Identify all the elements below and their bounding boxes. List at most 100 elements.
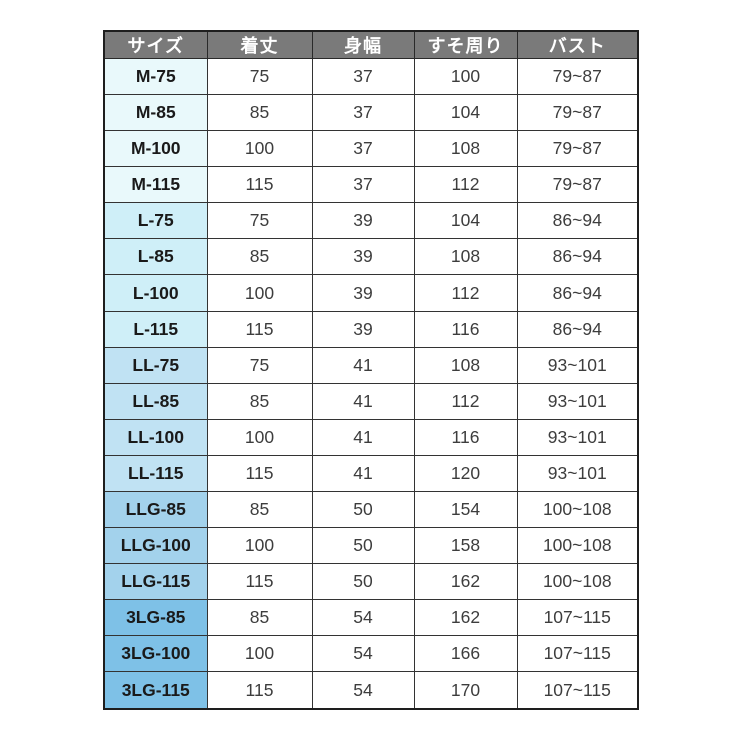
- size-cell: LL-115: [103, 454, 208, 492]
- value-cell: 162: [413, 563, 518, 601]
- value-cell: 108: [413, 346, 518, 384]
- value-cell: 93~101: [516, 346, 639, 384]
- value-cell: 93~101: [516, 418, 639, 456]
- table-row: 3LG-100 100 54 166 107~115: [103, 635, 639, 673]
- value-cell: 115: [206, 454, 313, 492]
- value-cell: 104: [413, 94, 518, 132]
- size-cell: LL-85: [103, 382, 208, 420]
- value-cell: 85: [206, 599, 313, 637]
- size-cell: M-85: [103, 94, 208, 132]
- value-cell: 75: [206, 346, 313, 384]
- value-cell: 41: [311, 454, 415, 492]
- value-cell: 86~94: [516, 238, 639, 276]
- value-cell: 41: [311, 418, 415, 456]
- size-cell: 3LG-85: [103, 599, 208, 637]
- value-cell: 100~108: [516, 490, 639, 529]
- value-cell: 86~94: [516, 310, 639, 348]
- value-cell: 100: [206, 274, 313, 312]
- table-row: M-100 100 37 108 79~87: [103, 130, 639, 168]
- value-cell: 116: [413, 418, 518, 456]
- size-cell: 3LG-115: [103, 671, 208, 710]
- value-cell: 86~94: [516, 274, 639, 312]
- value-cell: 104: [413, 202, 518, 240]
- value-cell: 100~108: [516, 527, 639, 565]
- value-cell: 79~87: [516, 57, 639, 96]
- table-row: LLG-85 85 50 154 100~108: [103, 490, 639, 529]
- size-chart-table: サイズ 着丈 身幅 すそ周り バスト M-75 75 37 100 79~87 …: [103, 30, 639, 710]
- table-row: L-115 115 39 116 86~94: [103, 310, 639, 348]
- value-cell: 50: [311, 527, 415, 565]
- value-cell: 100: [206, 130, 313, 168]
- table-row: 3LG-85 85 54 162 107~115: [103, 599, 639, 637]
- value-cell: 108: [413, 130, 518, 168]
- header-cell-length: 着丈: [206, 30, 313, 59]
- value-cell: 115: [206, 671, 313, 710]
- value-cell: 54: [311, 671, 415, 710]
- value-cell: 100~108: [516, 563, 639, 601]
- value-cell: 170: [413, 671, 518, 710]
- value-cell: 54: [311, 599, 415, 637]
- value-cell: 39: [311, 274, 415, 312]
- table-row: L-75 75 39 104 86~94: [103, 202, 639, 240]
- value-cell: 107~115: [516, 599, 639, 637]
- value-cell: 100: [206, 635, 313, 673]
- table-row: LLG-115 115 50 162 100~108: [103, 563, 639, 601]
- table-row: LL-85 85 41 112 93~101: [103, 382, 639, 420]
- size-cell: L-75: [103, 202, 208, 240]
- value-cell: 107~115: [516, 635, 639, 673]
- value-cell: 115: [206, 563, 313, 601]
- table-row: LL-75 75 41 108 93~101: [103, 346, 639, 384]
- size-cell: LLG-115: [103, 563, 208, 601]
- header-cell-hem: すそ周り: [413, 30, 518, 59]
- table-row: 3LG-115 115 54 170 107~115: [103, 671, 639, 710]
- table-row: LL-115 115 41 120 93~101: [103, 454, 639, 492]
- value-cell: 75: [206, 202, 313, 240]
- value-cell: 39: [311, 238, 415, 276]
- value-cell: 79~87: [516, 94, 639, 132]
- value-cell: 93~101: [516, 454, 639, 492]
- table-row: M-115 115 37 112 79~87: [103, 166, 639, 204]
- table-row: LL-100 100 41 116 93~101: [103, 418, 639, 456]
- value-cell: 79~87: [516, 166, 639, 204]
- value-cell: 75: [206, 57, 313, 96]
- value-cell: 50: [311, 563, 415, 601]
- size-cell: L-85: [103, 238, 208, 276]
- value-cell: 85: [206, 94, 313, 132]
- value-cell: 162: [413, 599, 518, 637]
- value-cell: 100: [413, 57, 518, 96]
- value-cell: 120: [413, 454, 518, 492]
- size-cell: L-115: [103, 310, 208, 348]
- value-cell: 100: [206, 527, 313, 565]
- value-cell: 41: [311, 382, 415, 420]
- header-row: サイズ 着丈 身幅 すそ周り バスト: [103, 30, 639, 59]
- value-cell: 108: [413, 238, 518, 276]
- value-cell: 158: [413, 527, 518, 565]
- value-cell: 115: [206, 310, 313, 348]
- size-cell: LLG-100: [103, 527, 208, 565]
- header-cell-width: 身幅: [311, 30, 415, 59]
- value-cell: 107~115: [516, 671, 639, 710]
- value-cell: 50: [311, 490, 415, 529]
- size-cell: L-100: [103, 274, 208, 312]
- size-cell: 3LG-100: [103, 635, 208, 673]
- value-cell: 85: [206, 490, 313, 529]
- size-cell: M-100: [103, 130, 208, 168]
- value-cell: 41: [311, 346, 415, 384]
- value-cell: 112: [413, 382, 518, 420]
- value-cell: 166: [413, 635, 518, 673]
- size-cell: LL-75: [103, 346, 208, 384]
- size-cell: M-75: [103, 57, 208, 96]
- value-cell: 116: [413, 310, 518, 348]
- value-cell: 112: [413, 166, 518, 204]
- table-row: LLG-100 100 50 158 100~108: [103, 527, 639, 565]
- value-cell: 37: [311, 57, 415, 96]
- value-cell: 39: [311, 310, 415, 348]
- value-cell: 54: [311, 635, 415, 673]
- table-row: M-75 75 37 100 79~87: [103, 57, 639, 96]
- size-cell: LLG-85: [103, 490, 208, 529]
- table-row: M-85 85 37 104 79~87: [103, 94, 639, 132]
- value-cell: 154: [413, 490, 518, 529]
- value-cell: 37: [311, 166, 415, 204]
- value-cell: 100: [206, 418, 313, 456]
